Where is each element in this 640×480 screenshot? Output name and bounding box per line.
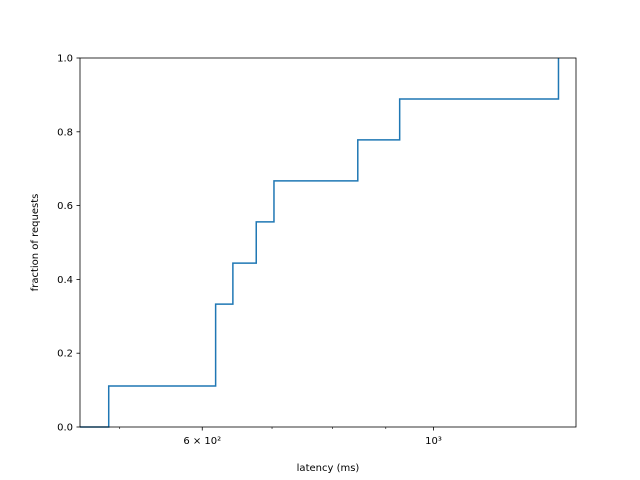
y-tick-label: 0.0 <box>57 423 73 434</box>
y-tick-label: 0.4 <box>57 275 73 286</box>
plot-area <box>80 58 560 428</box>
y-tick-label: 0.8 <box>57 127 73 138</box>
y-tick-label: 0.6 <box>57 201 73 212</box>
y-tick-label: 0.2 <box>57 349 73 360</box>
axes-frame <box>79 57 577 428</box>
series-0-step-line <box>80 58 560 428</box>
y-axis-label: fraction of requests <box>30 194 41 292</box>
y-tick-label: 1.0 <box>57 54 73 65</box>
x-tick-label: 6 × 10² <box>183 436 221 447</box>
x-tick-label: 10³ <box>425 436 442 447</box>
y-axis-ticks: 0.0 0.2 0.4 0.6 0.8 1.0 <box>57 54 80 434</box>
x-axis-label: latency (ms) <box>297 463 360 474</box>
